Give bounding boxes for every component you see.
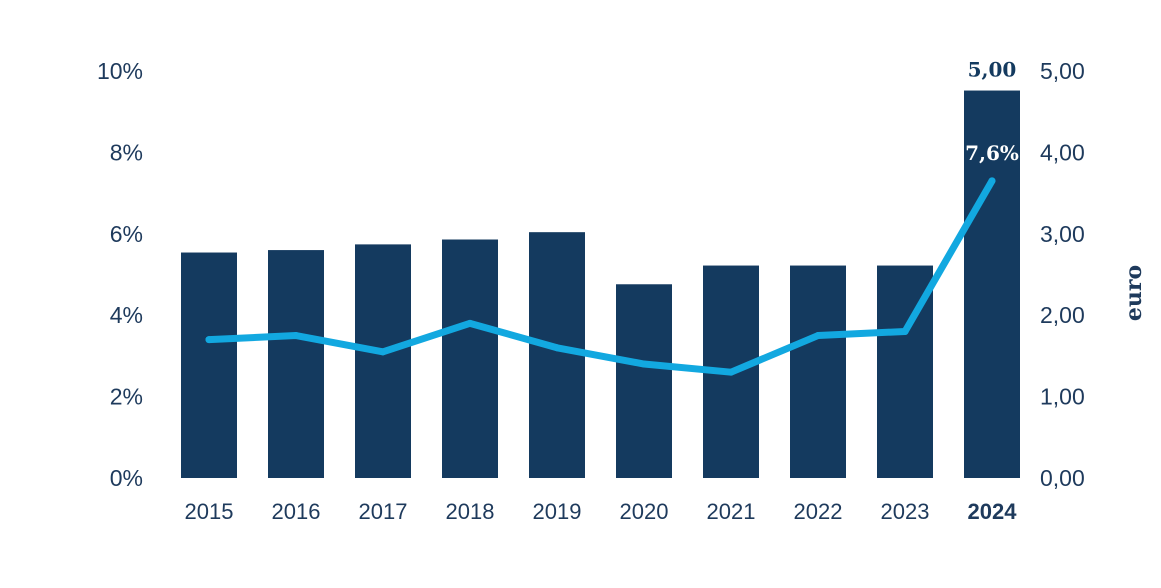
bar-2024 bbox=[964, 90, 1020, 478]
line-point-2015 bbox=[205, 336, 213, 344]
left-tick-label: 10% bbox=[97, 58, 143, 84]
line-point-2017 bbox=[379, 348, 387, 356]
line-point-2024 bbox=[988, 177, 996, 185]
x-tick-label: 2018 bbox=[446, 499, 495, 524]
x-tick-label: 2016 bbox=[272, 499, 321, 524]
line-point-2020 bbox=[640, 360, 648, 368]
line-point-2016 bbox=[292, 332, 300, 340]
bar-2019 bbox=[529, 232, 585, 478]
bar-2020 bbox=[616, 284, 672, 478]
line-data-label: 7,6% bbox=[965, 141, 1019, 165]
right-tick-label: 0,00 bbox=[1040, 465, 1085, 491]
line-point-2023 bbox=[901, 327, 909, 335]
left-axis-ticks: 0% 2% 4% 6% 8% 10% bbox=[97, 58, 143, 491]
line-path bbox=[205, 177, 996, 376]
right-axis-ticks: 0,00 1,00 2,00 3,00 4,00 5,00 bbox=[1040, 58, 1085, 491]
left-tick-label: 8% bbox=[110, 139, 143, 165]
right-axis-label: euro bbox=[1121, 265, 1147, 321]
right-tick-label: 4,00 bbox=[1040, 139, 1085, 165]
left-tick-label: 4% bbox=[110, 302, 143, 328]
x-tick-label: 2023 bbox=[881, 499, 930, 524]
right-tick-label: 2,00 bbox=[1040, 302, 1085, 328]
left-tick-label: 0% bbox=[110, 465, 143, 491]
bar-data-label: 5,00 bbox=[968, 58, 1017, 82]
line-series bbox=[205, 177, 996, 376]
left-tick-label: 6% bbox=[110, 221, 143, 247]
x-tick-label: 2021 bbox=[707, 499, 756, 524]
x-tick-label: 2022 bbox=[794, 499, 843, 524]
right-tick-label: 3,00 bbox=[1040, 221, 1085, 247]
line-point-2019 bbox=[553, 344, 561, 352]
bar-2016 bbox=[268, 250, 324, 478]
right-tick-label: 5,00 bbox=[1040, 58, 1085, 84]
x-tick-label: 2015 bbox=[185, 499, 234, 524]
line-point-2022 bbox=[814, 332, 822, 340]
right-tick-label: 1,00 bbox=[1040, 384, 1085, 410]
bar-2017 bbox=[355, 244, 411, 478]
line-point-2021 bbox=[727, 368, 735, 376]
bar-2018 bbox=[442, 239, 498, 478]
data-labels: 5,00 7,6% bbox=[965, 58, 1019, 165]
x-tick-label: 2017 bbox=[359, 499, 408, 524]
x-axis-ticks: 2015 2016 2017 2018 2019 2020 2021 2022 2023 2024 bbox=[185, 499, 1018, 524]
bar-series bbox=[181, 90, 1020, 478]
left-tick-label: 2% bbox=[110, 384, 143, 410]
bar-2022 bbox=[790, 265, 846, 478]
line-point-2018 bbox=[466, 319, 474, 327]
bar-2015 bbox=[181, 252, 237, 478]
x-tick-label: 2024 bbox=[968, 499, 1018, 524]
x-tick-label: 2019 bbox=[533, 499, 582, 524]
x-tick-label: 2020 bbox=[620, 499, 669, 524]
